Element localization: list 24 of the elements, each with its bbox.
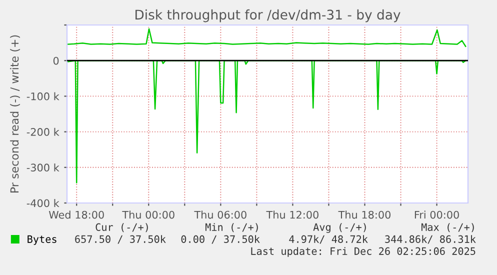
text: Min (-/+) [205,223,258,232]
x-tick-label: Thu 18:00 [338,210,391,219]
chart-title: Disk throughput for /dev/dm-31 - by day [136,9,400,22]
text: 0.00 / 37.50k [181,235,260,244]
y-axis-title: Pr second read (-) / write (+) [10,35,20,193]
text: Avg (-/+) [313,223,366,233]
x-tick-label: Thu 06:00 [194,210,246,219]
text: Max (-/+) [421,223,474,232]
text: Last update: Fri Dec 26 02:25:06 2025 [251,247,476,257]
x-tick-label: Thu 00:00 [122,210,174,219]
x-tick-label: Thu 12:00 [266,210,318,219]
y-tick-label: -100 k [26,92,60,100]
text: Cur (-/+) [96,223,148,232]
y-tick-label: 0 [53,56,59,65]
x-tick-label: Wed 18:00 [48,210,104,219]
y-tick-label: -400 k [26,199,60,208]
text: 344.86k/ 86.31k [385,235,476,244]
text: 657.50 / 37.50k [75,235,166,244]
y-tick-label: -300 k [26,163,60,172]
legend-label: Bytes [28,235,56,245]
line-series [68,28,466,47]
text: 4.97k/ 48.72k [289,235,368,244]
y-tick-label: -200 k [26,128,60,136]
x-tick-label: Fri 00:00 [414,210,459,219]
